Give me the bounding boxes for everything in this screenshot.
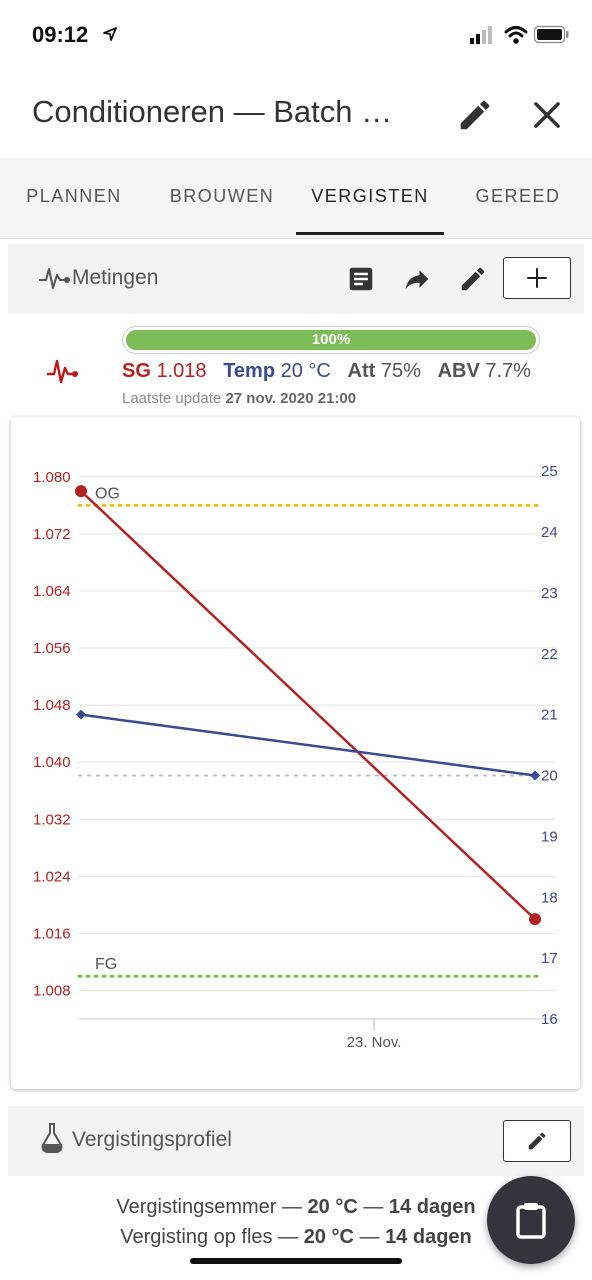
clipboard-icon: [516, 1203, 546, 1239]
y-right-tick-label: 24: [541, 524, 558, 541]
separator: —: [353, 1226, 386, 1248]
y-left-tick-label: 1.080: [33, 469, 71, 486]
battery-icon: [533, 25, 569, 44]
sg-label: SG: [122, 360, 151, 382]
y-right-tick-label: 17: [541, 950, 558, 967]
status-bar: 09:12: [0, 0, 592, 72]
profile-item-temp: 20 °C: [303, 1226, 354, 1248]
sg-value: 1.018: [156, 360, 207, 382]
temp-label: Temp: [223, 360, 276, 382]
location-arrow-icon: [102, 26, 118, 47]
pencil-icon: [528, 1132, 546, 1150]
y-right-tick-label: 21: [541, 707, 558, 724]
profiel-title: Vergistingsprofiel: [72, 1128, 232, 1151]
tab-gereed[interactable]: GEREED: [475, 186, 561, 206]
status-time: 09:12: [32, 22, 89, 47]
wifi-icon: [504, 26, 528, 44]
reference-label-og: OG: [95, 485, 120, 502]
fermentation-progress: 100%: [122, 326, 540, 354]
data-point: [530, 770, 540, 781]
y-right-tick-label: 19: [541, 828, 558, 845]
data-point: [76, 709, 86, 720]
y-left-tick-label: 1.008: [33, 982, 71, 999]
close-button[interactable]: [528, 96, 566, 134]
pencil-icon: [460, 100, 490, 130]
abv-value: 7.7%: [485, 360, 531, 382]
tab-plannen[interactable]: PLANNEN: [26, 186, 122, 206]
metingen-title: Metingen: [72, 266, 159, 289]
pencil-icon[interactable]: [458, 264, 488, 294]
add-measurement-button[interactable]: [503, 257, 571, 299]
cellular-signal-icon: [470, 26, 492, 44]
profiel-header: Vergistingsprofiel: [8, 1106, 584, 1176]
progress-label: 100%: [311, 331, 351, 348]
measurement-chart: 1.008 1.016 1.024 1.032 1.040 1.048 1.056 1.064…: [33, 463, 558, 1051]
last-update-value: 27 nov. 2020 21:00: [225, 390, 357, 407]
status-icons: [470, 24, 570, 53]
last-update: Laatste update 27 nov. 2020 21:00: [122, 390, 356, 407]
profile-item: Vergistingsemmer — 20 °C — 14 dagen: [0, 1192, 592, 1222]
edit-profile-button[interactable]: [503, 1120, 571, 1162]
plus-icon: [527, 268, 547, 288]
active-tab-indicator: [296, 232, 444, 235]
series-line-0: [80, 490, 536, 921]
separator: —: [272, 1226, 304, 1248]
progress-fill: [126, 330, 536, 350]
profile-item-name: Vergistingsemmer: [116, 1196, 277, 1218]
profile-item-name: Vergisting op fles: [120, 1226, 273, 1248]
series-line-1: [80, 713, 536, 777]
separator: —: [357, 1196, 389, 1218]
profile-item-duration: 14 dagen: [388, 1196, 476, 1218]
tab-vergisten[interactable]: VERGISTEN: [311, 186, 429, 206]
flask-icon: [40, 1122, 64, 1159]
separator: —: [276, 1196, 308, 1218]
data-point: [75, 485, 87, 498]
metingen-header: Metingen: [8, 244, 584, 314]
last-update-label: Laatste update: [122, 390, 222, 407]
att-label: Att: [347, 360, 376, 382]
y-right-tick-label: 20: [541, 768, 558, 785]
tab-bar: PLANNEN BROUWEN VERGISTEN GEREED: [0, 158, 592, 239]
share-icon[interactable]: [402, 264, 432, 294]
y-right-tick-label: 23: [541, 585, 558, 602]
metrics-summary: 100% SG 1.018 Temp 20 °C Att 75% ABV 7.7…: [0, 318, 592, 413]
clipboard-fab-button[interactable]: [487, 1176, 575, 1264]
heartbeat-icon: [38, 264, 72, 297]
measurement-chart-card: 1.008 1.016 1.024 1.032 1.040 1.048 1.056 1.064…: [11, 417, 580, 1089]
profile-list: Vergistingsemmer — 20 °C — 14 dagen Verg…: [0, 1192, 592, 1252]
y-left-tick-label: 1.064: [33, 583, 71, 600]
stats-line: SG 1.018 Temp 20 °C Att 75% ABV 7.7%: [122, 360, 531, 383]
profile-item-duration: 14 dagen: [385, 1226, 472, 1248]
reference-label-fg: FG: [95, 956, 117, 973]
y-left-tick-label: 1.032: [33, 811, 71, 828]
x-tick-label: 23. Nov.: [347, 1034, 402, 1051]
data-point: [529, 913, 541, 926]
y-right-tick-label: 18: [541, 889, 558, 906]
app-header: Conditioneren — Batch …: [0, 72, 592, 158]
att-value: 75%: [380, 360, 421, 382]
y-left-tick-label: 1.024: [33, 868, 71, 885]
tab-brouwen[interactable]: BROUWEN: [169, 186, 275, 206]
list-icon[interactable]: [346, 264, 376, 294]
profile-item-temp: 20 °C: [307, 1196, 358, 1218]
close-icon: [534, 102, 560, 128]
y-left-tick-label: 1.072: [33, 526, 71, 543]
page-title: Conditioneren — Batch …: [32, 94, 393, 129]
y-left-tick-label: 1.056: [33, 640, 71, 657]
heartbeat-icon: [46, 356, 80, 391]
abv-label: ABV: [437, 360, 480, 382]
profile-item: Vergisting op fles — 20 °C — 14 dagen: [0, 1222, 592, 1252]
y-left-tick-label: 1.040: [33, 754, 71, 771]
temp-value: 20 °C: [280, 360, 331, 382]
y-right-tick-label: 22: [541, 646, 558, 663]
edit-batch-button[interactable]: [456, 96, 494, 134]
y-right-tick-label: 16: [541, 1011, 558, 1028]
y-left-tick-label: 1.016: [33, 925, 71, 942]
y-left-tick-label: 1.048: [33, 697, 71, 714]
y-right-tick-label: 25: [541, 463, 558, 480]
home-indicator: [190, 1258, 402, 1264]
